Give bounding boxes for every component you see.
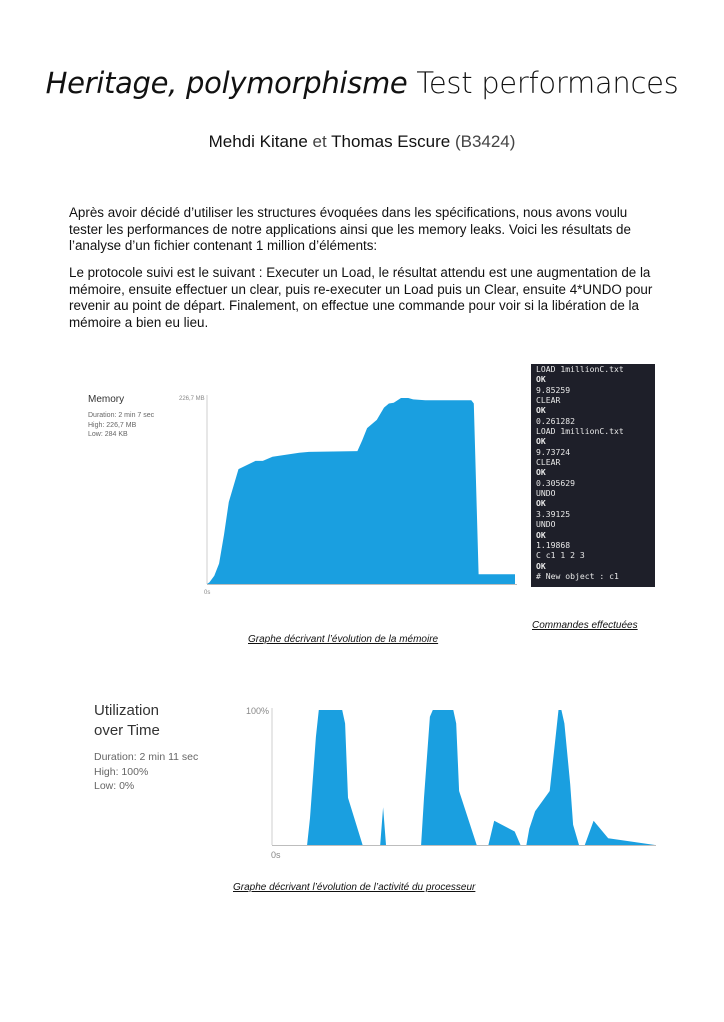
terminal-line: CLEAR <box>536 457 561 468</box>
terminal-output: LOAD 1millionC.txt OK 9.85259 CLEAR OK 0.2612… <box>531 364 655 587</box>
memory-duration: Duration: 2 min 7 sec <box>88 412 155 419</box>
memory-stats: Duration: 2 min 7 sec High: 226,7 MB Low… <box>88 411 154 440</box>
terminal-line: OK <box>536 374 546 385</box>
title-italic: Heritage, polymorphisme <box>45 66 408 100</box>
terminal-line: C c1 1 2 3 <box>536 550 585 561</box>
cpu-duration: Duration: 2 min 11 sec <box>94 751 199 763</box>
terminal-line: # New object : c1 <box>536 570 619 581</box>
cpu-stats: Duration: 2 min 11 sec High: 100% Low: 0… <box>94 750 198 794</box>
memory-chart-caption: Graphe décrivant l’évolution de la mémoi… <box>248 634 439 645</box>
cpu-title-line2: over Time <box>94 722 160 739</box>
memory-panel-title: Memory <box>88 394 125 405</box>
terminal-line: OK <box>536 498 546 509</box>
terminal-line: 1.19868 <box>536 539 571 550</box>
cpu-chart-caption: Graphe décrivant l’évolution de l’activi… <box>233 882 476 893</box>
page-title: Heritage, polymorphisme Test performance… <box>0 66 724 100</box>
area-series <box>272 710 655 845</box>
author-2: Thomas Escure <box>331 132 451 151</box>
y-max-label: 226,7 MB <box>179 396 205 402</box>
terminal-line: 9.73724 <box>536 446 571 457</box>
memory-high: High: 226,7 MB <box>88 421 137 429</box>
terminal-line: 0.305629 <box>536 477 575 488</box>
cpu-chart: 100% 0s <box>246 706 656 860</box>
terminal-line: OK <box>536 467 546 478</box>
terminal-line: LOAD 1millionC.txt <box>536 426 624 437</box>
terminal-line: 0.261282 <box>536 415 575 426</box>
terminal-line: UNDO <box>536 488 556 499</box>
cpu-high: High: 100% <box>94 765 149 778</box>
commands-caption: Commandes effectuées <box>532 620 638 631</box>
terminal-line: CLEAR <box>536 395 561 406</box>
terminal-line: LOAD 1millionC.txt <box>536 364 624 374</box>
area-series <box>207 398 515 584</box>
protocol-paragraph: Le protocole suivi est le suivant : Exec… <box>69 265 653 330</box>
terminal-line: OK <box>536 436 546 447</box>
x-start-label: 0s <box>271 850 281 860</box>
memory-chart: 226,7 MB 0s <box>179 395 517 596</box>
terminal-line: 3.39125 <box>536 508 571 519</box>
x-start-label: 0s <box>204 590 210 596</box>
memory-low: Low: 284 KB <box>88 431 128 438</box>
author-separator: et <box>312 132 327 151</box>
y-max-label: 100% <box>246 706 269 716</box>
terminal-line: OK <box>536 560 546 571</box>
terminal-line: UNDO <box>536 519 556 530</box>
title-upright: Test performances <box>416 66 679 100</box>
cpu-low: Low: 0% <box>94 780 135 792</box>
terminal-line: OK <box>536 405 546 416</box>
terminal-line: 9.85259 <box>536 384 571 395</box>
terminal-line: OK <box>536 529 546 540</box>
group-code: (B3424) <box>454 132 516 151</box>
authors-line: Mehdi Kitane et Thomas Escure (B3424) <box>0 132 724 152</box>
author-1: Mehdi Kitane <box>208 132 308 151</box>
intro-paragraph: Après avoir décidé d’utiliser les struct… <box>69 205 631 253</box>
cpu-panel-title: Utilization over Time <box>94 701 160 741</box>
cpu-title-line1: Utilization <box>94 702 160 719</box>
